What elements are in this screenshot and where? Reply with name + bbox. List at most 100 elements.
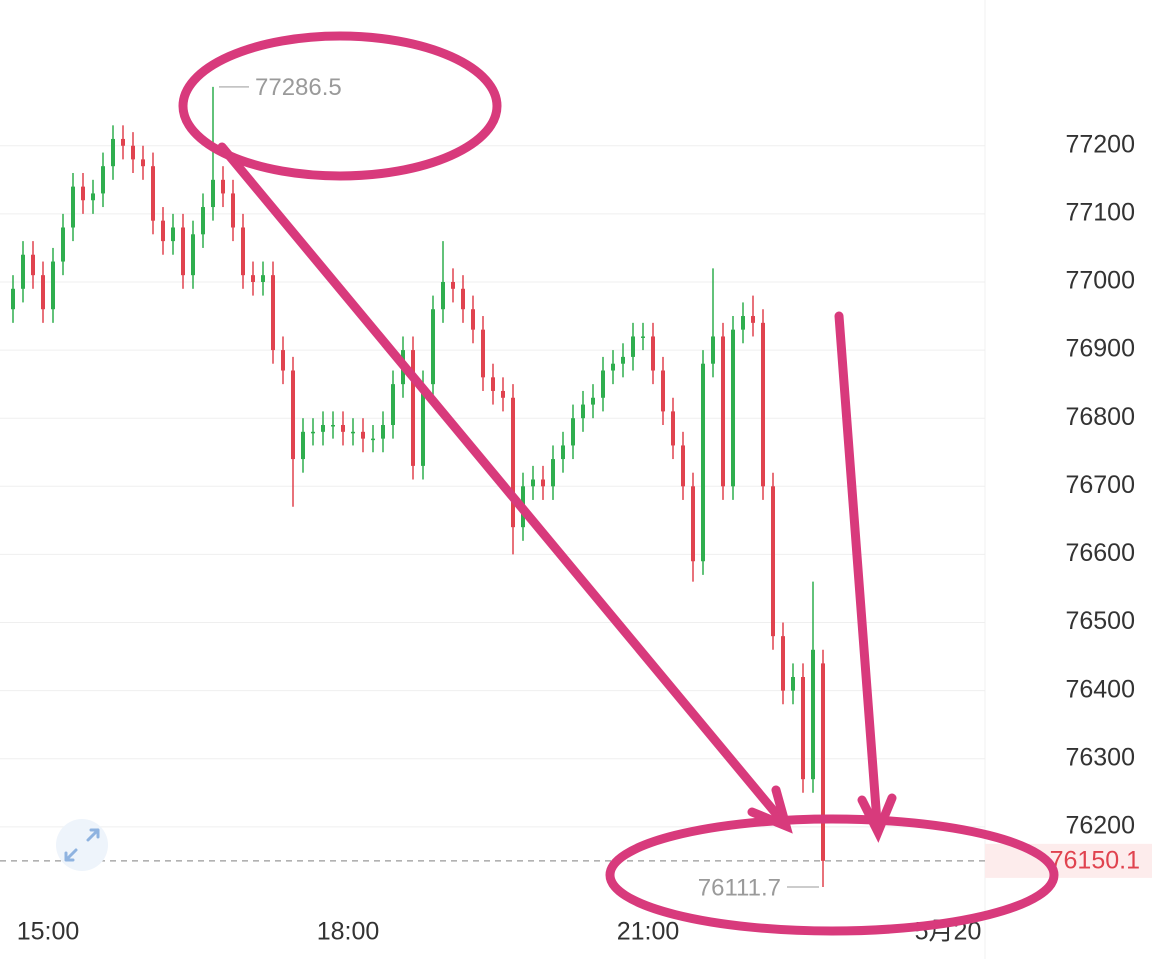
candle-body [341, 425, 345, 432]
candle-body [391, 384, 395, 426]
candle-body [41, 275, 45, 310]
candle-body [801, 677, 805, 780]
candle-body [131, 145, 135, 160]
candle-body [91, 193, 95, 201]
candle-body [441, 281, 445, 310]
y-tick-label: 77000 [1065, 267, 1135, 295]
expand-icon[interactable] [64, 828, 100, 862]
candle-body [211, 179, 215, 208]
candle-body [771, 486, 775, 637]
candle-body [331, 425, 335, 427]
candle-body [761, 322, 765, 487]
candle-body [571, 418, 575, 446]
candle-body [671, 411, 675, 446]
y-tick-label: 76600 [1065, 539, 1135, 567]
candle-body [621, 356, 625, 364]
candle-body [611, 363, 615, 371]
candle-body [251, 275, 255, 282]
candle-body [751, 316, 755, 323]
candle-body [171, 227, 175, 242]
candle-body [31, 254, 35, 276]
candle-body [641, 336, 645, 338]
last-price-badge [985, 843, 1152, 878]
candle-body [181, 227, 185, 276]
candle-body [821, 663, 825, 861]
candle-body [371, 438, 375, 441]
candle-body [591, 397, 595, 405]
expand-button[interactable] [56, 819, 108, 871]
candle-body [781, 636, 785, 691]
candle-body [101, 166, 105, 194]
candle-body [731, 329, 735, 487]
candle-body [21, 254, 25, 289]
y-tick-label: 76400 [1065, 675, 1135, 703]
candle-body [111, 138, 115, 167]
candle-body [541, 479, 545, 487]
high-label: 77286.5 [255, 74, 342, 101]
candle-body [631, 336, 635, 357]
candle-body [351, 431, 355, 434]
candle-body [411, 350, 415, 466]
candle-body [561, 445, 565, 460]
x-tick-label: 15:00 [17, 918, 80, 946]
candle-body [651, 336, 655, 371]
candle-body [531, 479, 535, 487]
candle-body [451, 281, 455, 289]
candle-body [361, 431, 365, 439]
candle-body [511, 397, 515, 528]
expand-button-bg[interactable] [56, 819, 108, 871]
candle-body [121, 138, 125, 146]
candle-body [421, 384, 425, 466]
candle-body [301, 431, 305, 460]
candle-body [501, 390, 505, 398]
arrow-line [217, 142, 783, 821]
candle-body [791, 677, 795, 691]
y-tick-label: 76900 [1065, 335, 1135, 363]
candle-body [281, 350, 285, 371]
candle-body [681, 445, 685, 487]
candle-body [721, 336, 725, 487]
annotations [178, 31, 1059, 936]
candle-body [71, 186, 75, 228]
candle-body [691, 486, 695, 562]
candle-body [311, 431, 315, 434]
last-price-label: 76150.1 [1050, 846, 1140, 874]
y-tick-label: 76200 [1065, 811, 1135, 839]
candle-body [241, 227, 245, 276]
candle-body [151, 166, 155, 221]
candle-body [81, 186, 85, 201]
y-tick-label: 76500 [1065, 607, 1135, 635]
candle-body [11, 288, 15, 310]
candle-body [481, 329, 485, 378]
candle-body [491, 377, 495, 391]
candle-body [261, 275, 265, 282]
candle-body [201, 207, 205, 235]
candle-body [141, 159, 145, 167]
candle-body [431, 309, 435, 385]
y-tick-label: 76300 [1065, 743, 1135, 771]
candle-body [811, 649, 815, 780]
candle-body [51, 261, 55, 310]
candle-body [701, 363, 705, 562]
highlight-ellipse [178, 31, 502, 181]
candle-body [601, 370, 605, 398]
y-tick-label: 77200 [1065, 130, 1135, 158]
candle-body [551, 459, 555, 487]
grid [0, 145, 985, 828]
arrow-head [747, 785, 793, 834]
candle-body [711, 336, 715, 364]
y-tick-label: 76800 [1065, 403, 1135, 431]
arrow-head [857, 793, 897, 843]
candle-body [271, 275, 275, 351]
arrow-line [834, 311, 882, 827]
candle-body [191, 234, 195, 276]
labels: 76200 76300 76400 76500 76600 76700 76800 76900… [0, 74, 1152, 946]
highlight-ellipse [605, 814, 1059, 936]
candle-body [581, 404, 585, 419]
candle-body [381, 425, 385, 439]
candles [11, 86, 825, 888]
candle-body [221, 179, 225, 194]
candle-body [231, 193, 235, 228]
